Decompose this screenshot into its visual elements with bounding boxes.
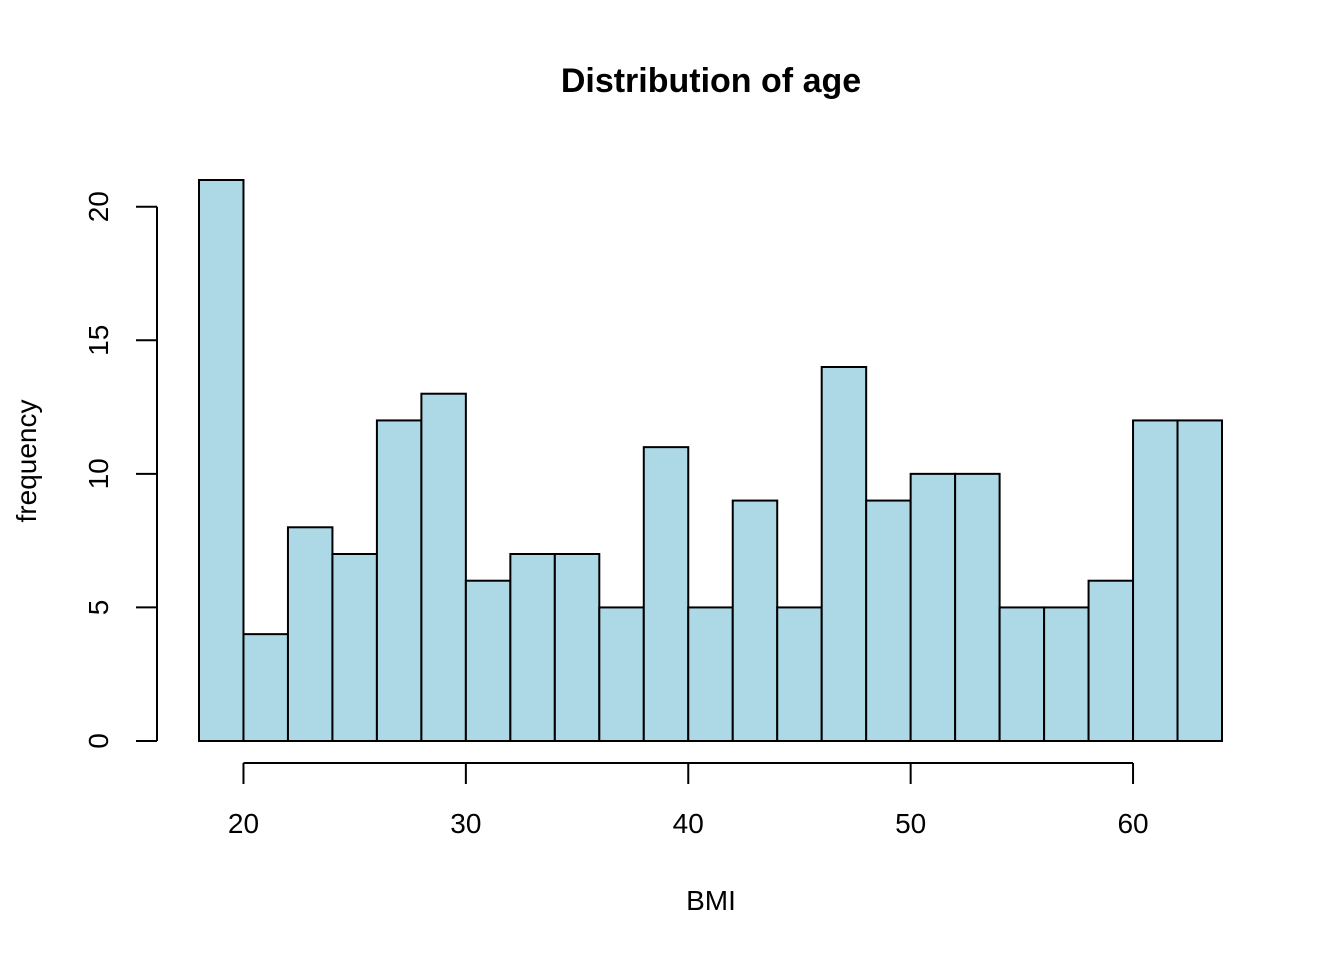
histogram-bar [687, 606, 734, 743]
chart-title: Distribution of age [561, 62, 861, 100]
histogram-bar [1087, 579, 1135, 743]
histogram-bar [331, 553, 378, 742]
histogram-bar [909, 472, 957, 742]
histogram-bar [731, 499, 779, 743]
y-tick-label: 10 [83, 458, 114, 489]
x-tick-label: 60 [1117, 808, 1148, 839]
y-axis: 0 5 10 15 20 [83, 191, 158, 749]
histogram-bar [776, 606, 823, 743]
histogram-bar [553, 553, 601, 742]
histogram-bar [198, 179, 245, 742]
histogram-bar [642, 446, 690, 742]
histogram-bar [820, 366, 868, 742]
x-tick-label: 30 [450, 808, 481, 839]
histogram-bar [375, 419, 423, 742]
y-tick-label: 5 [83, 600, 114, 616]
bars-group [198, 179, 1223, 743]
histogram-bar [865, 499, 912, 743]
x-tick-label: 20 [228, 808, 259, 839]
histogram-bar [1043, 606, 1090, 743]
histogram-bar [242, 633, 289, 743]
x-axis-label: BMI [686, 885, 736, 916]
y-tick-label: 20 [83, 191, 114, 222]
histogram-bar [1176, 419, 1223, 742]
y-tick-label: 15 [83, 325, 114, 356]
x-tick-label: 50 [895, 808, 926, 839]
y-tick-label: 0 [83, 733, 114, 749]
histogram-bar [509, 553, 556, 742]
histogram-bar [286, 526, 334, 742]
histogram-bar [464, 579, 512, 743]
histogram-bar [954, 472, 1001, 742]
histogram-bar [420, 392, 467, 742]
histogram-bar [1132, 419, 1179, 742]
x-tick-label: 40 [673, 808, 704, 839]
x-axis: 20 30 40 50 60 [228, 762, 1149, 839]
y-axis-label: frequency [11, 400, 42, 523]
histogram-bar [998, 606, 1046, 743]
histogram-bar [598, 606, 645, 743]
